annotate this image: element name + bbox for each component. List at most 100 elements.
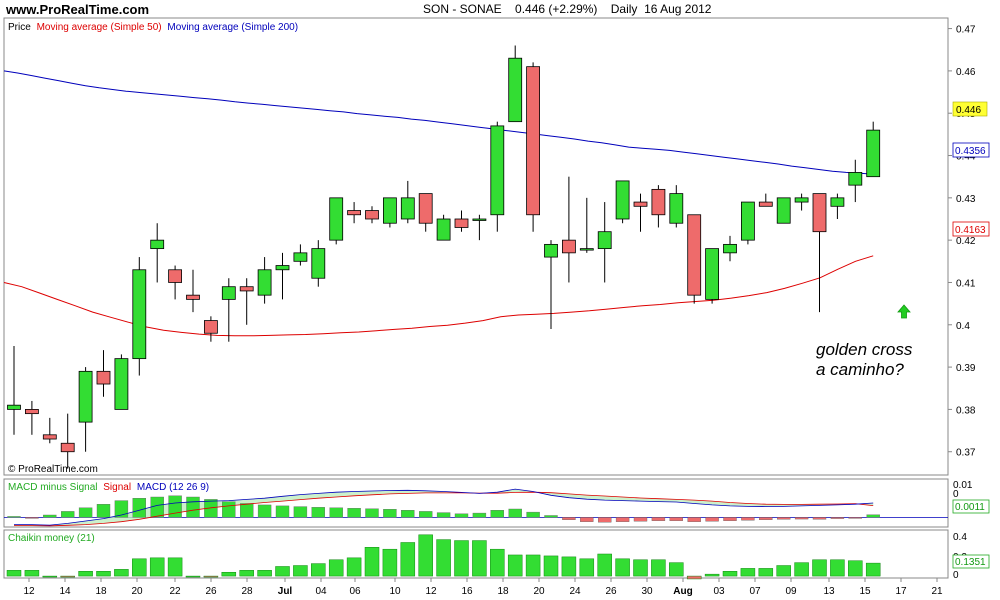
macd-hist-bar: [705, 517, 719, 522]
date-tick-label: 07: [749, 586, 761, 597]
macd-line: [14, 488, 874, 526]
candle-body: [150, 239, 165, 250]
price-tick-label: 0.46: [956, 67, 976, 78]
chaikin-bar: [597, 553, 612, 577]
chaikin-legend: Chaikin money (21): [8, 533, 95, 544]
chaikin-bar: [740, 568, 756, 577]
macd-badge: 0.0011: [952, 499, 990, 514]
date-tick-label: 26: [205, 586, 217, 597]
legend-macd: MACD (12 26 9): [137, 482, 209, 493]
macd-hist-bar: [794, 517, 809, 520]
macd-hist-bar: [777, 517, 791, 520]
macd-hist-bar: [186, 496, 200, 518]
macd-hist-bar: [454, 513, 469, 518]
candle-body: [257, 269, 272, 296]
annotation-line-2: a caminho?: [816, 360, 904, 379]
price-tick-label: 0.43: [956, 194, 976, 205]
chaikin-bar: [328, 559, 344, 577]
price-legend: Price Moving average (Simple 50) Moving …: [8, 22, 298, 33]
candle-body: [418, 193, 433, 224]
ma50-line: [3, 255, 874, 337]
candle-body: [490, 125, 505, 216]
price-tick-label: 0.4: [956, 321, 970, 332]
candle-body: [239, 286, 254, 292]
macd-hist-bar: [562, 517, 576, 521]
price-panel-frame: [3, 17, 949, 476]
macd-hist-bar: [472, 512, 487, 518]
svg-text:0.446: 0.446: [956, 105, 981, 116]
macd-hist-bar: [419, 511, 433, 518]
chaikin-bar: [830, 559, 845, 577]
candle-body: [651, 188, 666, 216]
candle-body: [7, 404, 21, 410]
candle-body: [723, 243, 737, 254]
macd-hist-bar: [848, 517, 862, 519]
chaikin-bar: [132, 558, 147, 577]
chart-header: www.ProRealTime.com SON - SONAE 0.446 (+…: [0, 0, 1000, 18]
candle-body: [758, 201, 773, 207]
macd-hist-bar: [526, 511, 540, 518]
date-tick-label: 14: [59, 586, 71, 597]
price-axis: 0.470.460.450.440.430.420.410.40.390.380…: [948, 25, 976, 459]
macd-hist-bar: [43, 514, 57, 518]
chaikin-bar: [382, 548, 398, 577]
macd-hist-bar: [168, 495, 182, 518]
macd-legend: MACD minus Signal Signal MACD (12 26 9): [8, 482, 209, 493]
candle-body: [687, 214, 702, 296]
macd-hist-bar: [7, 516, 21, 518]
legend-ma50: Moving average (Simple 50): [37, 22, 162, 33]
chaikin-bar: [6, 570, 22, 577]
chaikin-bar: [543, 555, 559, 577]
date-tick-label: 10: [389, 586, 401, 597]
moving-averages: [3, 70, 874, 337]
candle-body: [78, 370, 93, 423]
macd-hist-bar: [615, 517, 630, 522]
chaikin-bar: [722, 571, 738, 577]
macd-hist-bar: [759, 517, 773, 521]
chaikin-bar: [579, 558, 595, 577]
candle-body: [866, 129, 881, 178]
macd-tick-top: 0.01: [953, 480, 973, 491]
macd-hist-bar: [508, 508, 522, 518]
date-axis: 12 14 18 20 22 26 28 Jul 04 06 10 12 16 18 20 24 26 30 Aug…: [23, 578, 943, 597]
chaikin-bar: [472, 540, 487, 577]
date-tick-label: 09: [785, 586, 797, 597]
chaikin-bar: [525, 554, 541, 577]
chaikin-bar: [275, 566, 290, 577]
candles: [7, 45, 881, 469]
macd-hist-bar: [96, 504, 111, 518]
candle-body: [669, 193, 684, 224]
ma50-badge: 0.4163: [952, 221, 990, 237]
macd-hist-bar: [383, 509, 397, 518]
date-tick-label: 06: [349, 586, 361, 597]
chaikin-bar: [633, 559, 648, 577]
candle-body: [203, 320, 218, 334]
signal-line: [14, 491, 874, 527]
chaikin-bar: [114, 569, 129, 577]
legend-signal: Signal: [103, 482, 131, 493]
chaikin-bar: [686, 575, 702, 580]
candle-body: [830, 197, 845, 207]
chaikin-bar: [239, 570, 254, 577]
chaikin-bar: [221, 571, 237, 577]
chaikin-bar: [96, 571, 111, 577]
candle-body: [526, 66, 540, 216]
macd-hist-bar: [78, 507, 93, 518]
chaikin-bar: [364, 547, 380, 577]
chaikin-tick-0.4: 0.4: [953, 532, 967, 543]
chaikin-bar: [561, 556, 577, 577]
date-tick-label: 17: [895, 586, 907, 597]
candle-body: [186, 294, 200, 300]
up-arrow-icon: [897, 304, 911, 319]
macd-hist-bar: [257, 504, 272, 518]
candle-body: [848, 172, 863, 186]
date-tick-label: 03: [713, 586, 725, 597]
macd-hist-bar: [401, 510, 415, 518]
macd-hist-bar: [669, 517, 683, 521]
candle-body: [633, 201, 648, 207]
date-tick-label: Aug: [673, 586, 692, 597]
chaikin-bar: [865, 562, 881, 577]
macd-hist-bar: [490, 510, 504, 518]
macd-hist-bar: [598, 517, 612, 523]
